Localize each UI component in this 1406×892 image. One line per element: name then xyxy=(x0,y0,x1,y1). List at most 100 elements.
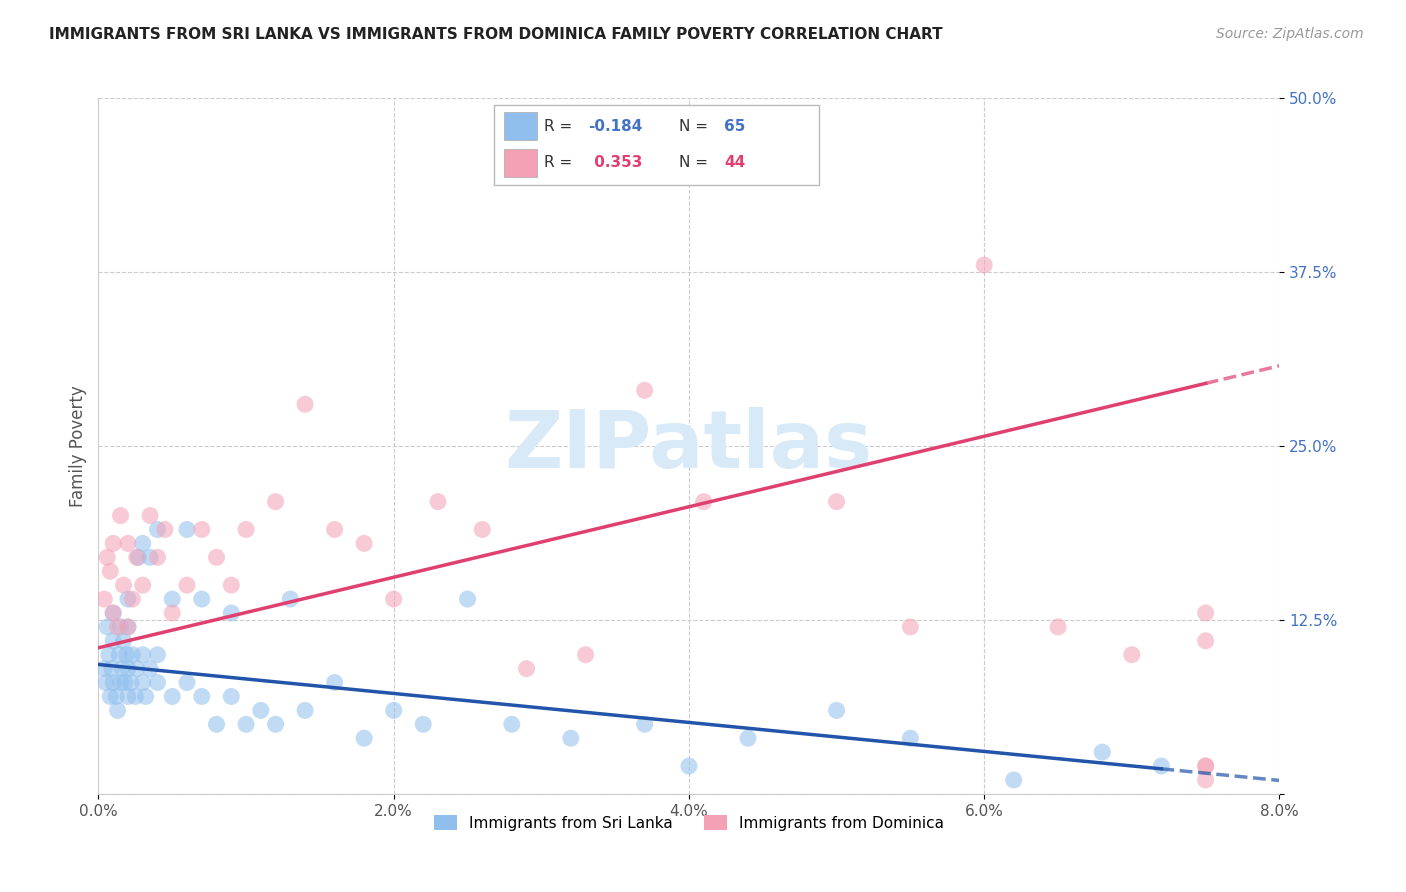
Y-axis label: Family Poverty: Family Poverty xyxy=(69,385,87,507)
Point xyxy=(412,717,434,731)
Text: R =: R = xyxy=(544,155,576,170)
Point xyxy=(323,523,346,537)
Text: Source: ZipAtlas.com: Source: ZipAtlas.com xyxy=(1216,27,1364,41)
Point xyxy=(103,633,125,648)
Point xyxy=(139,550,162,565)
Point xyxy=(117,620,139,634)
Point xyxy=(110,508,132,523)
Text: ZIPatlas: ZIPatlas xyxy=(505,407,873,485)
Point xyxy=(117,690,139,704)
Point xyxy=(176,578,198,592)
Point xyxy=(1121,648,1143,662)
Point xyxy=(221,690,243,704)
Text: R =: R = xyxy=(544,119,576,134)
Point xyxy=(146,550,169,565)
Point xyxy=(205,717,228,731)
Point xyxy=(1195,759,1218,773)
Point xyxy=(162,690,183,704)
Text: 0.353: 0.353 xyxy=(589,155,643,170)
Point xyxy=(221,578,243,592)
Point xyxy=(125,662,148,676)
Point xyxy=(153,523,176,537)
Point xyxy=(1195,759,1218,773)
Point xyxy=(560,731,582,746)
Point xyxy=(112,578,135,592)
Text: 65: 65 xyxy=(724,119,745,134)
Text: 44: 44 xyxy=(724,155,745,170)
Point xyxy=(176,523,198,537)
Point xyxy=(353,731,375,746)
Text: IMMIGRANTS FROM SRI LANKA VS IMMIGRANTS FROM DOMINICA FAMILY POVERTY CORRELATION: IMMIGRANTS FROM SRI LANKA VS IMMIGRANTS … xyxy=(49,27,943,42)
Point xyxy=(353,536,375,550)
Point xyxy=(973,258,995,272)
Point xyxy=(191,690,214,704)
Point xyxy=(1091,745,1114,759)
Point xyxy=(575,648,598,662)
Point xyxy=(98,690,121,704)
Point xyxy=(693,494,716,508)
Point xyxy=(501,717,523,731)
Point xyxy=(235,717,257,731)
Point xyxy=(110,620,132,634)
Point xyxy=(146,648,169,662)
Point xyxy=(634,717,657,731)
Point xyxy=(162,592,183,607)
Point xyxy=(294,703,316,717)
Point xyxy=(96,550,118,565)
Point xyxy=(132,536,155,550)
Point xyxy=(112,633,135,648)
Point xyxy=(125,550,148,565)
Point xyxy=(103,675,125,690)
Point xyxy=(121,648,143,662)
Point xyxy=(103,536,125,550)
Point xyxy=(250,703,273,717)
Point xyxy=(115,648,138,662)
Point xyxy=(752,146,775,161)
Point xyxy=(94,675,117,690)
Point xyxy=(678,759,700,773)
Point xyxy=(96,620,118,634)
Point xyxy=(737,731,759,746)
Point xyxy=(382,703,405,717)
Point xyxy=(427,494,450,508)
Point xyxy=(97,648,120,662)
Point xyxy=(146,675,169,690)
Point xyxy=(1002,772,1025,787)
FancyBboxPatch shape xyxy=(503,112,537,140)
Text: -0.184: -0.184 xyxy=(589,119,643,134)
Point xyxy=(139,662,162,676)
Point xyxy=(132,578,155,592)
Point xyxy=(1150,759,1173,773)
Text: N =: N = xyxy=(679,155,713,170)
Point xyxy=(103,606,125,620)
Point xyxy=(93,662,115,676)
Point xyxy=(634,384,657,398)
Point xyxy=(382,592,405,607)
Point xyxy=(117,536,139,550)
Point xyxy=(1046,620,1070,634)
Point xyxy=(900,620,922,634)
Point xyxy=(1195,633,1218,648)
Point xyxy=(1195,772,1218,787)
Point xyxy=(235,523,257,537)
Point xyxy=(124,690,146,704)
Point xyxy=(135,690,157,704)
Point xyxy=(132,648,155,662)
Point xyxy=(105,690,128,704)
Point xyxy=(117,620,139,634)
Point xyxy=(93,592,115,607)
Point xyxy=(111,662,134,676)
Point xyxy=(117,592,139,607)
Point xyxy=(825,494,848,508)
Point xyxy=(825,703,848,717)
Point xyxy=(139,508,162,523)
Point xyxy=(127,550,149,565)
Point xyxy=(516,662,538,676)
FancyBboxPatch shape xyxy=(494,105,818,186)
Point xyxy=(162,606,183,620)
Point xyxy=(117,662,139,676)
Legend: Immigrants from Sri Lanka, Immigrants from Dominica: Immigrants from Sri Lanka, Immigrants fr… xyxy=(426,807,952,838)
FancyBboxPatch shape xyxy=(503,149,537,178)
Point xyxy=(264,717,287,731)
Point xyxy=(176,675,198,690)
